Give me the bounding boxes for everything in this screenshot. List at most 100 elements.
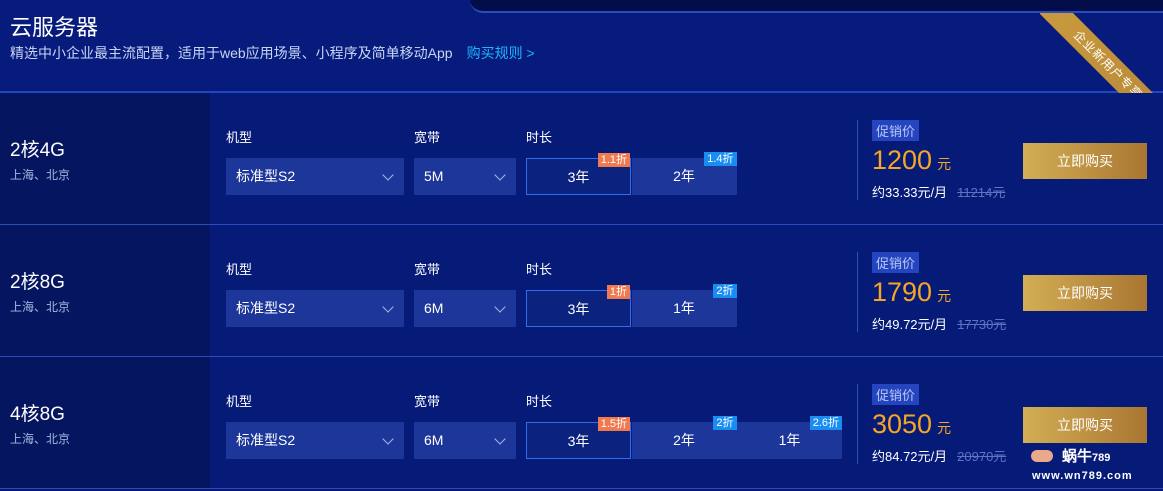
discount-tag: 1.5折 <box>597 417 630 431</box>
bandwidth-select[interactable]: 5M <box>414 158 516 195</box>
chevron-down-icon <box>494 301 506 313</box>
subtitle-text: 精选中小企业最主流配置，适用于web应用场景、小程序及简单移动App <box>10 45 453 61</box>
model-select[interactable]: 标准型S2 <box>226 290 404 327</box>
model-label: 机型 <box>226 130 253 145</box>
subtitle: 精选中小企业最主流配置，适用于web应用场景、小程序及简单移动App 购买规则 > <box>10 43 535 63</box>
monthly-price: 约84.72元/月 20970元 <box>872 446 1006 465</box>
watermark-url: www.wn789.com <box>1032 470 1133 482</box>
bandwidth-value: 5M <box>424 168 444 184</box>
discount-tag: 1折 <box>606 285 630 299</box>
original-price: 20970元 <box>957 449 1007 464</box>
currency: 元 <box>937 156 952 172</box>
watermark-num: 789 <box>1092 452 1111 464</box>
duration-option[interactable]: 1年 2.6折 <box>737 416 842 459</box>
bandwidth-select[interactable]: 6M <box>414 290 516 327</box>
product-info: 4核8G 上海、北京 <box>0 357 210 488</box>
watermark-name: 蜗牛 <box>1062 448 1093 465</box>
model-select[interactable]: 标准型S2 <box>226 158 404 195</box>
duration-label: 2年 <box>673 432 695 448</box>
currency: 元 <box>937 420 952 436</box>
ribbon-text: 企业新用户专享 <box>1040 13 1163 93</box>
product-row: 4核8G 上海、北京 机型 宽带 时长 标准型S2 6M 3年 1.5折 2年 2折 1… <box>0 357 1163 489</box>
price: 1200 元 <box>872 145 951 176</box>
bandwidth-select[interactable]: 6M <box>414 422 516 459</box>
promo-badge: 促销价 <box>872 252 920 273</box>
product-name: 2核8G <box>10 272 65 293</box>
discount-tag: 1.4折 <box>704 152 737 166</box>
new-user-ribbon: 企业新用户专享 <box>1040 13 1163 93</box>
model-value: 标准型S2 <box>236 300 296 316</box>
model-label: 机型 <box>226 394 253 409</box>
model-select[interactable]: 标准型S2 <box>226 422 404 459</box>
watermark: 蜗牛789 <box>1062 445 1110 466</box>
product-row: 2核8G 上海、北京 机型 宽带 时长 标准型S2 6M 3年 1折 1年 2折 促销… <box>0 225 1163 357</box>
model-label: 机型 <box>226 262 253 277</box>
duration-label: 2年 <box>673 168 695 184</box>
duration-label-heading: 时长 <box>526 130 553 145</box>
discount-tag: 2折 <box>713 416 737 430</box>
duration-label: 3年 <box>567 433 590 449</box>
divider <box>857 384 858 464</box>
buy-now-button[interactable]: 立即购买 <box>1023 407 1147 443</box>
duration-option[interactable]: 2年 1.4折 <box>631 152 737 195</box>
bandwidth-label: 宽带 <box>414 130 441 145</box>
monthly-price: 约33.33元/月 11214元 <box>872 182 1005 201</box>
duration-option[interactable]: 2年 2折 <box>631 416 737 459</box>
promo-badge: 促销价 <box>872 120 920 141</box>
chevron-down-icon <box>494 433 506 445</box>
duration-label: 1年 <box>778 432 801 448</box>
original-price: 17730元 <box>957 317 1007 332</box>
page-title: 云服务器 <box>10 15 99 40</box>
duration-label-heading: 时长 <box>526 394 553 409</box>
monthly-price: 约49.72元/月 17730元 <box>872 314 1006 333</box>
currency: 元 <box>937 288 952 304</box>
chevron-down-icon <box>382 169 394 181</box>
chevron-down-icon <box>382 301 394 313</box>
discount-tag: 2.6折 <box>809 416 842 430</box>
duration-label-heading: 时长 <box>526 262 553 277</box>
divider <box>857 252 858 332</box>
discount-tag: 1.1折 <box>597 153 630 167</box>
chevron-down-icon <box>494 169 506 181</box>
duration-option[interactable]: 3年 1.1折 <box>526 153 631 195</box>
duration-label: 3年 <box>567 301 590 317</box>
monthly-value: 约33.33元/月 <box>872 185 948 200</box>
divider <box>857 120 858 200</box>
bandwidth-value: 6M <box>424 300 444 316</box>
bandwidth-label: 宽带 <box>414 262 441 277</box>
product-regions: 上海、北京 <box>10 300 71 314</box>
purchase-rules-link[interactable]: 购买规则 > <box>466 45 535 61</box>
chevron-down-icon <box>382 433 394 445</box>
monthly-value: 约84.72元/月 <box>872 449 948 464</box>
product-regions: 上海、北京 <box>10 168 71 182</box>
product-row: 2核4G 上海、北京 机型 宽带 时长 标准型S2 5M 3年 1.1折 2年 1.4… <box>0 93 1163 225</box>
original-price: 11214元 <box>957 185 1006 200</box>
product-regions: 上海、北京 <box>10 432 71 446</box>
top-decoration <box>470 0 1163 13</box>
snail-logo-icon <box>1031 450 1053 462</box>
buy-now-button[interactable]: 立即购买 <box>1023 275 1147 311</box>
header: 云服务器 精选中小企业最主流配置，适用于web应用场景、小程序及简单移动App 购… <box>0 0 1163 93</box>
product-info: 2核4G 上海、北京 <box>0 93 210 224</box>
price-value: 1790 <box>872 277 933 307</box>
bandwidth-value: 6M <box>424 432 444 448</box>
promo-badge: 促销价 <box>872 384 920 405</box>
product-info: 2核8G 上海、北京 <box>0 225 210 356</box>
duration-option[interactable]: 3年 1.5折 <box>526 417 631 459</box>
price: 1790 元 <box>872 277 951 308</box>
model-value: 标准型S2 <box>236 432 296 448</box>
monthly-value: 约49.72元/月 <box>872 317 948 332</box>
duration-option[interactable]: 1年 2折 <box>631 284 737 327</box>
discount-tag: 2折 <box>713 284 737 298</box>
duration-label: 3年 <box>567 169 590 185</box>
duration-option[interactable]: 3年 1折 <box>526 285 631 327</box>
product-name: 2核4G <box>10 140 65 161</box>
product-name: 4核8G <box>10 404 65 425</box>
duration-label: 1年 <box>673 300 695 316</box>
model-value: 标准型S2 <box>236 168 296 184</box>
buy-now-button[interactable]: 立即购买 <box>1023 143 1147 179</box>
price: 3050 元 <box>872 409 951 440</box>
bandwidth-label: 宽带 <box>414 394 441 409</box>
price-value: 3050 <box>872 409 933 439</box>
price-value: 1200 <box>872 145 933 175</box>
